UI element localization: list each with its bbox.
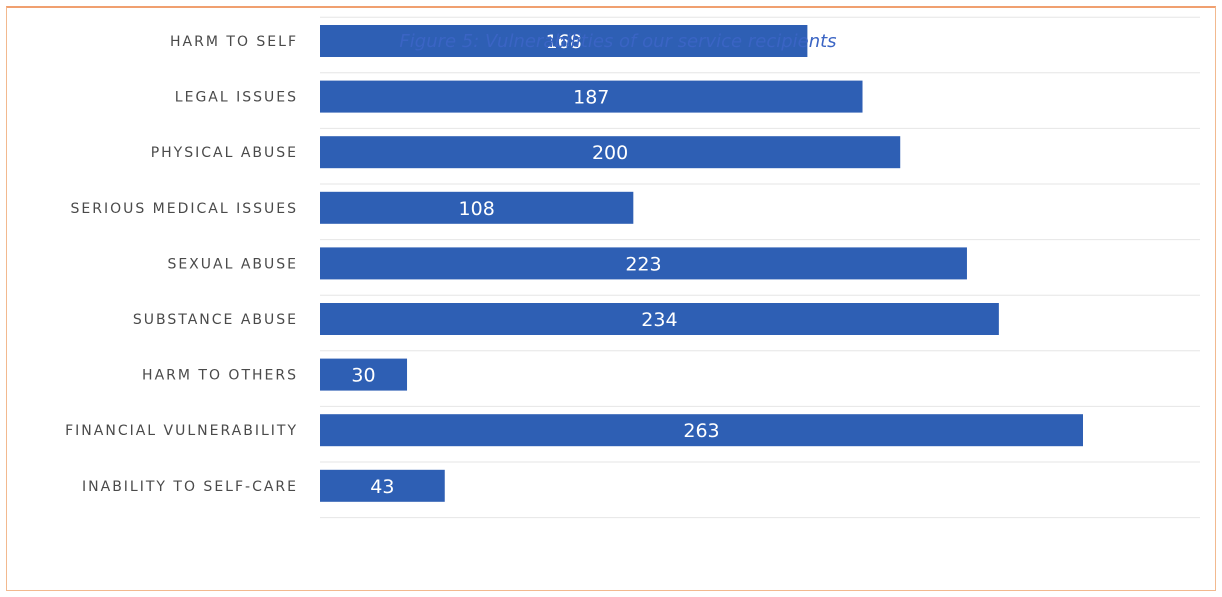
category-label: SERIOUS MEDICAL ISSUES [70,201,298,217]
category-label: HARM TO OTHERS [142,368,298,384]
data-label: 43 [370,476,394,498]
data-label: 168 [546,31,582,53]
data-label: 30 [351,365,375,387]
bar [320,414,1083,447]
chart-title: Figure 5: Vulnerabilities of our service… [399,31,836,52]
category-label: SUBSTANCE ABUSE [133,312,298,328]
bar [320,247,967,280]
bar [320,136,901,169]
bar [320,469,445,502]
bar [320,191,634,224]
bar [320,358,408,391]
category-label: HARM TO SELF [170,34,298,50]
data-label: 108 [459,198,495,220]
data-label: 234 [641,309,677,331]
bar [320,80,863,113]
data-label: 200 [592,142,628,164]
bar [320,25,808,57]
chart-frame [6,6,1216,591]
data-label: 223 [625,253,661,275]
bar [320,303,999,335]
category-label: INABILITY TO SELF-CARE [82,479,298,495]
category-label: FINANCIAL VULNERABILITY [65,423,298,439]
category-label: SEXUAL ABUSE [167,256,298,272]
data-label: 263 [683,420,719,442]
data-label: 187 [573,87,609,109]
category-label: PHYSICAL ABUSE [151,145,298,161]
category-label: LEGAL ISSUES [175,90,298,106]
